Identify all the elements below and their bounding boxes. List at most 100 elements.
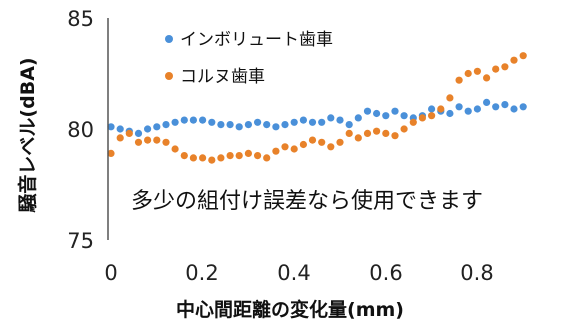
x-tick-label-3: 0.6 — [369, 261, 402, 285]
series-1-point-16 — [254, 152, 262, 160]
series-0-point-24 — [327, 114, 335, 122]
series-0-point-25 — [336, 116, 344, 124]
series-1-point-26 — [345, 129, 353, 137]
x-tick-label-0: 0 — [104, 261, 117, 285]
series-1-point-15 — [244, 149, 252, 157]
series-1-point-32 — [400, 125, 408, 133]
series-0-point-14 — [235, 123, 243, 131]
series-0-point-43 — [501, 101, 509, 109]
series-1-point-1 — [116, 134, 124, 142]
series-0-point-8 — [180, 116, 188, 124]
series-1-point-37 — [446, 94, 454, 102]
series-1-point-39 — [464, 69, 472, 78]
series-1-point-41 — [483, 74, 491, 82]
y-axis-title: 騒音レベル(dBA) — [16, 57, 39, 212]
series-1-point-30 — [382, 129, 390, 137]
series-0-point-42 — [492, 103, 500, 111]
series-0-point-10 — [199, 116, 207, 124]
series-0-point-27 — [354, 114, 362, 122]
y-tick-label-0: 75 — [67, 229, 94, 253]
series-1-point-9 — [189, 154, 197, 162]
series-1-point-40 — [473, 67, 481, 75]
series-0-point-19 — [281, 121, 289, 129]
series-0-point-41 — [483, 98, 491, 106]
annotation-text: 多少の組付け誤差なら使用できます — [131, 189, 483, 214]
series-1-point-20 — [290, 145, 298, 153]
series-0-point-35 — [428, 105, 436, 113]
series-0-point-20 — [290, 118, 298, 126]
series-1-point-5 — [153, 136, 161, 144]
series-1-point-33 — [409, 118, 417, 126]
series-0-point-0 — [107, 123, 115, 131]
series-0-point-1 — [116, 125, 124, 133]
series-1-point-17 — [263, 154, 271, 162]
series-0-point-44 — [510, 105, 518, 113]
series-0-point-23 — [318, 118, 326, 126]
y-tick-label-2: 85 — [67, 7, 94, 31]
series-1-point-31 — [391, 132, 399, 140]
series-1-point-6 — [162, 138, 170, 146]
data-points — [107, 52, 527, 164]
series-1-point-14 — [235, 152, 243, 160]
series-0-point-32 — [400, 112, 408, 120]
series-1-point-22 — [308, 136, 317, 144]
series-1-point-3 — [134, 138, 143, 146]
x-tick-label-2: 0.4 — [277, 261, 310, 285]
series-0-point-11 — [208, 118, 216, 126]
series-1-point-11 — [208, 156, 216, 164]
series-1-point-27 — [354, 134, 362, 142]
series-1-point-12 — [217, 154, 225, 162]
series-0-point-29 — [373, 109, 381, 118]
series-0-point-39 — [464, 107, 472, 115]
series-0-point-16 — [254, 118, 262, 126]
legend-label-cornu: コルヌ歯車 — [180, 67, 265, 87]
series-1-point-0 — [107, 149, 115, 157]
series-0-point-30 — [382, 112, 390, 120]
series-1-point-36 — [437, 105, 445, 113]
series-0-point-4 — [144, 125, 152, 133]
series-0-point-12 — [217, 121, 225, 129]
series-1-point-35 — [428, 112, 436, 120]
series-1-point-21 — [299, 140, 307, 149]
series-0-point-7 — [171, 118, 179, 126]
series-1-point-25 — [336, 138, 344, 146]
series-0-point-40 — [473, 105, 481, 113]
series-1-point-44 — [510, 56, 518, 64]
series-1-point-42 — [492, 65, 500, 73]
series-1-point-4 — [144, 136, 152, 144]
series-0-point-18 — [272, 123, 280, 131]
series-1-point-2 — [125, 129, 133, 137]
series-0-point-26 — [345, 121, 353, 129]
series-0-point-21 — [299, 116, 307, 124]
series-0-point-38 — [455, 103, 463, 111]
series-1-point-10 — [199, 154, 207, 162]
series-0-point-13 — [226, 121, 234, 129]
legend-marker-cornu — [165, 72, 173, 80]
series-1-point-19 — [281, 143, 289, 151]
y-tick-label-1: 80 — [67, 118, 94, 142]
legend-label-involute: インボリュート歯車 — [180, 30, 333, 50]
series-1-point-43 — [501, 63, 509, 71]
series-1-point-29 — [373, 127, 381, 135]
series-1-point-38 — [455, 76, 463, 84]
series-1-point-7 — [171, 145, 179, 153]
series-0-point-22 — [308, 118, 317, 126]
series-1-point-8 — [180, 152, 188, 160]
series-0-point-5 — [153, 123, 161, 131]
legend-marker-involute — [165, 35, 173, 43]
series-0-point-15 — [244, 121, 252, 129]
series-0-point-45 — [519, 103, 527, 111]
series-0-point-6 — [162, 121, 170, 129]
series-1-point-24 — [327, 143, 335, 151]
series-0-point-28 — [363, 107, 372, 115]
series-1-point-34 — [418, 114, 426, 122]
series-0-point-17 — [263, 121, 271, 129]
series-1-point-45 — [519, 52, 527, 60]
series-0-point-9 — [189, 116, 197, 124]
series-1-point-18 — [272, 147, 280, 155]
series-1-point-28 — [363, 129, 372, 137]
series-0-point-31 — [391, 107, 399, 115]
x-tick-label-4: 0.8 — [460, 261, 493, 285]
series-0-point-3 — [134, 129, 143, 137]
